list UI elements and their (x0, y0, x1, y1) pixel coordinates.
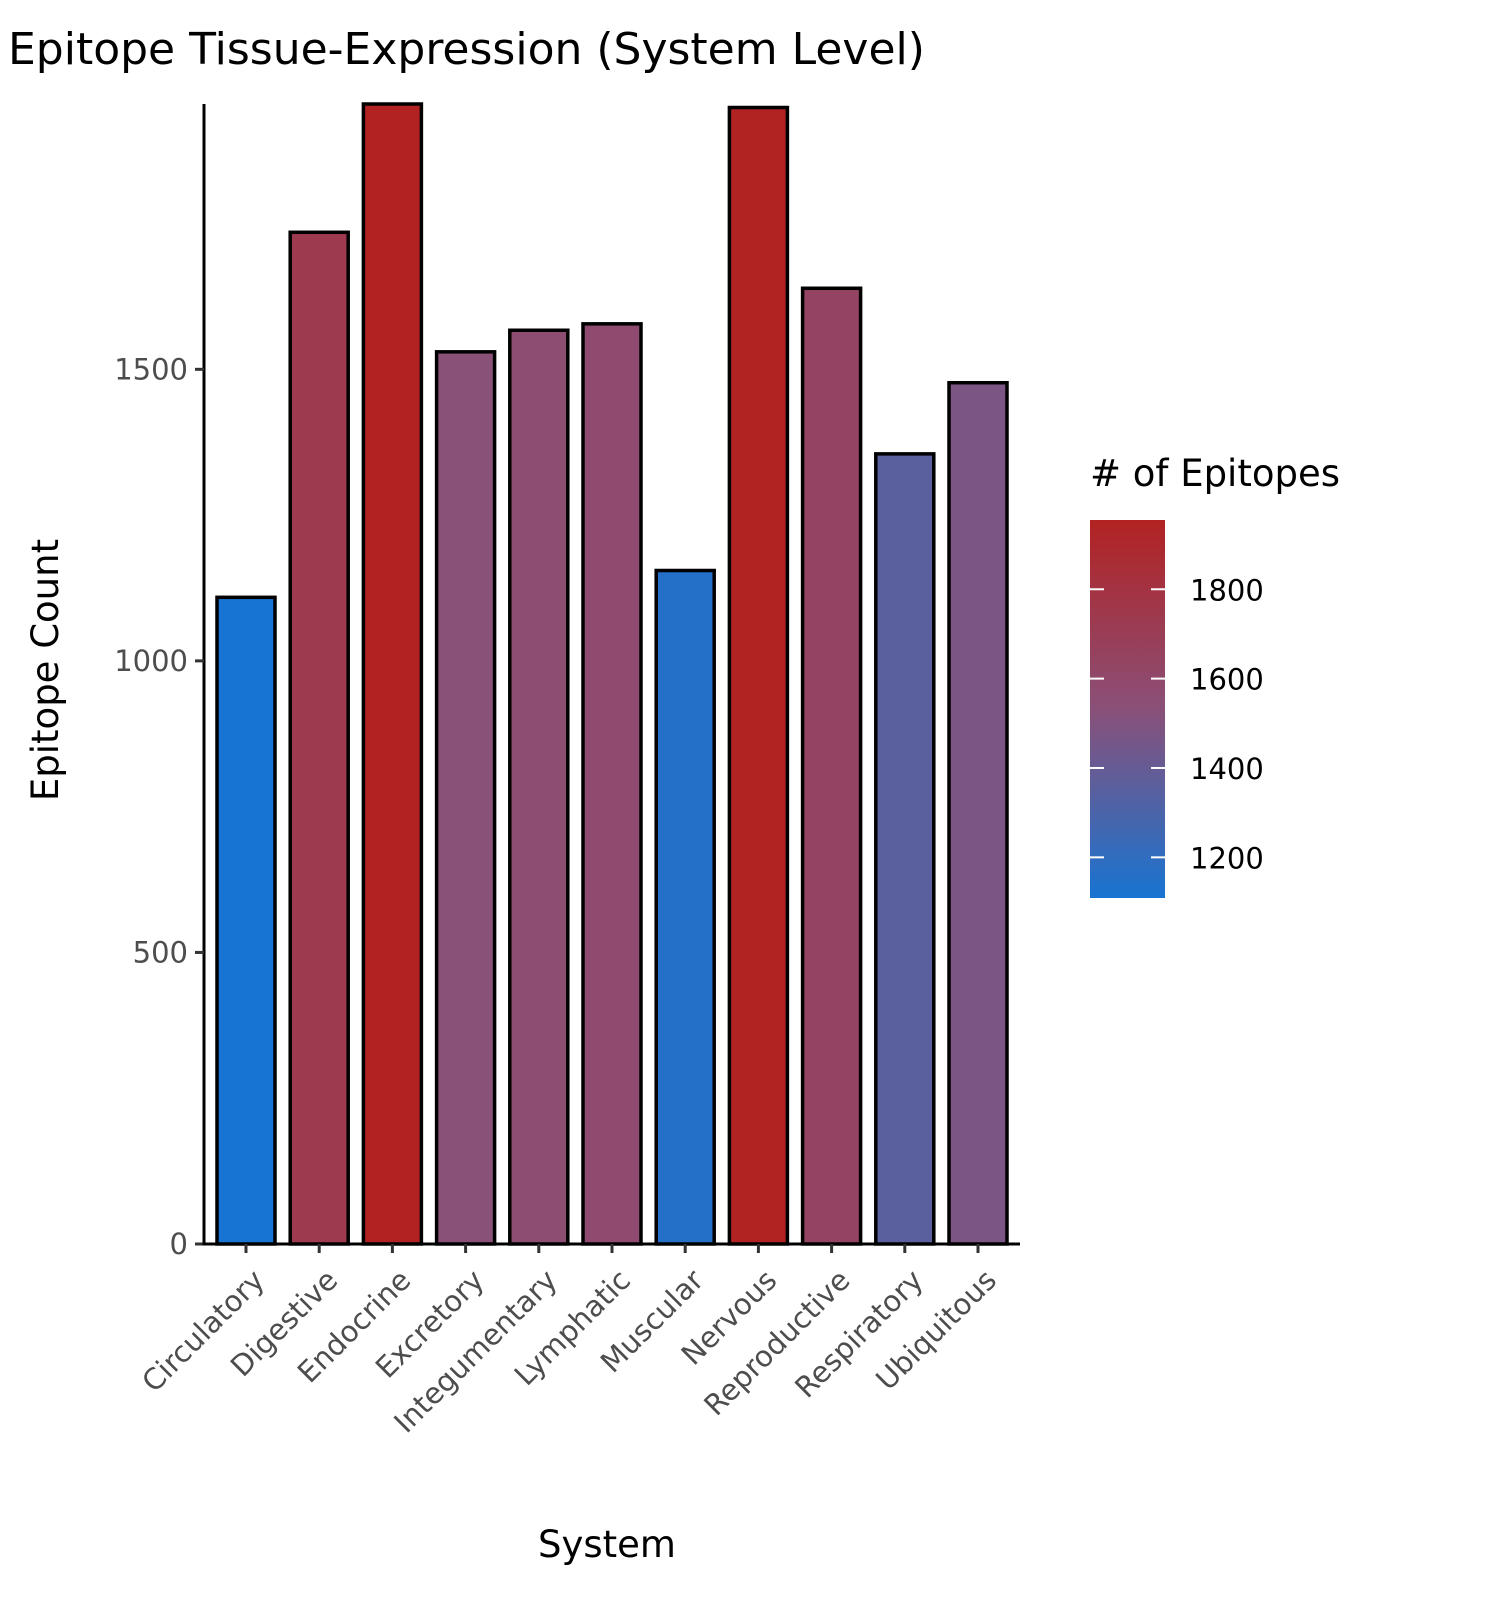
legend-tick-label: 1200 (1190, 841, 1264, 875)
y-axis-title: Epitope Count (24, 539, 67, 801)
legend-tick-label: 1800 (1190, 573, 1264, 607)
bar-ubiquitous (947, 380, 1009, 1246)
bar-lymphatic (581, 322, 643, 1246)
bar-digestive (288, 230, 350, 1246)
bar-nervous (727, 105, 790, 1246)
legend-tick-label: 1600 (1190, 663, 1264, 697)
legend: # of Epitopes 1200 1400 1600 1800 (1090, 452, 1340, 898)
bar-excretory (434, 350, 497, 1246)
y-tick-label: 0 (170, 1227, 188, 1261)
legend-colorbar (1090, 520, 1165, 898)
y-tick-label: 1500 (114, 352, 188, 386)
bar-muscular (654, 568, 716, 1246)
y-tick-label: 1000 (114, 644, 188, 678)
x-axis-title: System (538, 1523, 676, 1566)
bar-respiratory (874, 452, 936, 1246)
legend-tick-label: 1400 (1190, 752, 1264, 786)
y-axis: 0 500 1000 1500 (114, 104, 206, 1261)
y-tick-label: 500 (133, 935, 188, 969)
bar-reproductive (800, 286, 863, 1246)
legend-title: # of Epitopes (1090, 452, 1340, 495)
bars (215, 102, 1009, 1246)
bar-circulatory (215, 595, 277, 1246)
chart-title: Epitope Tissue-Expression (System Level) (8, 24, 925, 75)
x-axis: CirculatoryDigestiveEndocrineExcretoryIn… (135, 1242, 1020, 1439)
bar-endocrine (361, 102, 424, 1246)
bar-integumentary (508, 328, 570, 1246)
